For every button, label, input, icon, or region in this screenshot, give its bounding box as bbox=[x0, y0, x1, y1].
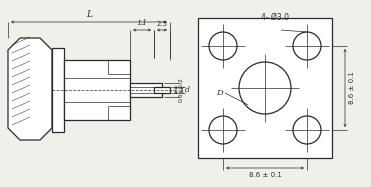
Text: 4- Ø3.0: 4- Ø3.0 bbox=[261, 13, 289, 22]
Text: 0.5×0.2: 0.5×0.2 bbox=[179, 78, 184, 102]
Bar bbox=[64, 60, 130, 120]
Polygon shape bbox=[8, 38, 52, 140]
Bar bbox=[154, 87, 170, 93]
Text: d: d bbox=[185, 86, 190, 94]
Bar bbox=[198, 18, 332, 158]
Text: D: D bbox=[216, 89, 223, 97]
Bar bbox=[130, 83, 162, 97]
Bar bbox=[52, 48, 64, 132]
Text: L: L bbox=[86, 10, 92, 19]
Text: L1: L1 bbox=[137, 19, 147, 27]
Text: 8.6 ± 0.1: 8.6 ± 0.1 bbox=[249, 172, 282, 178]
Text: 8.6 ± 0.1: 8.6 ± 0.1 bbox=[349, 72, 355, 104]
Text: 2.5: 2.5 bbox=[157, 21, 167, 27]
